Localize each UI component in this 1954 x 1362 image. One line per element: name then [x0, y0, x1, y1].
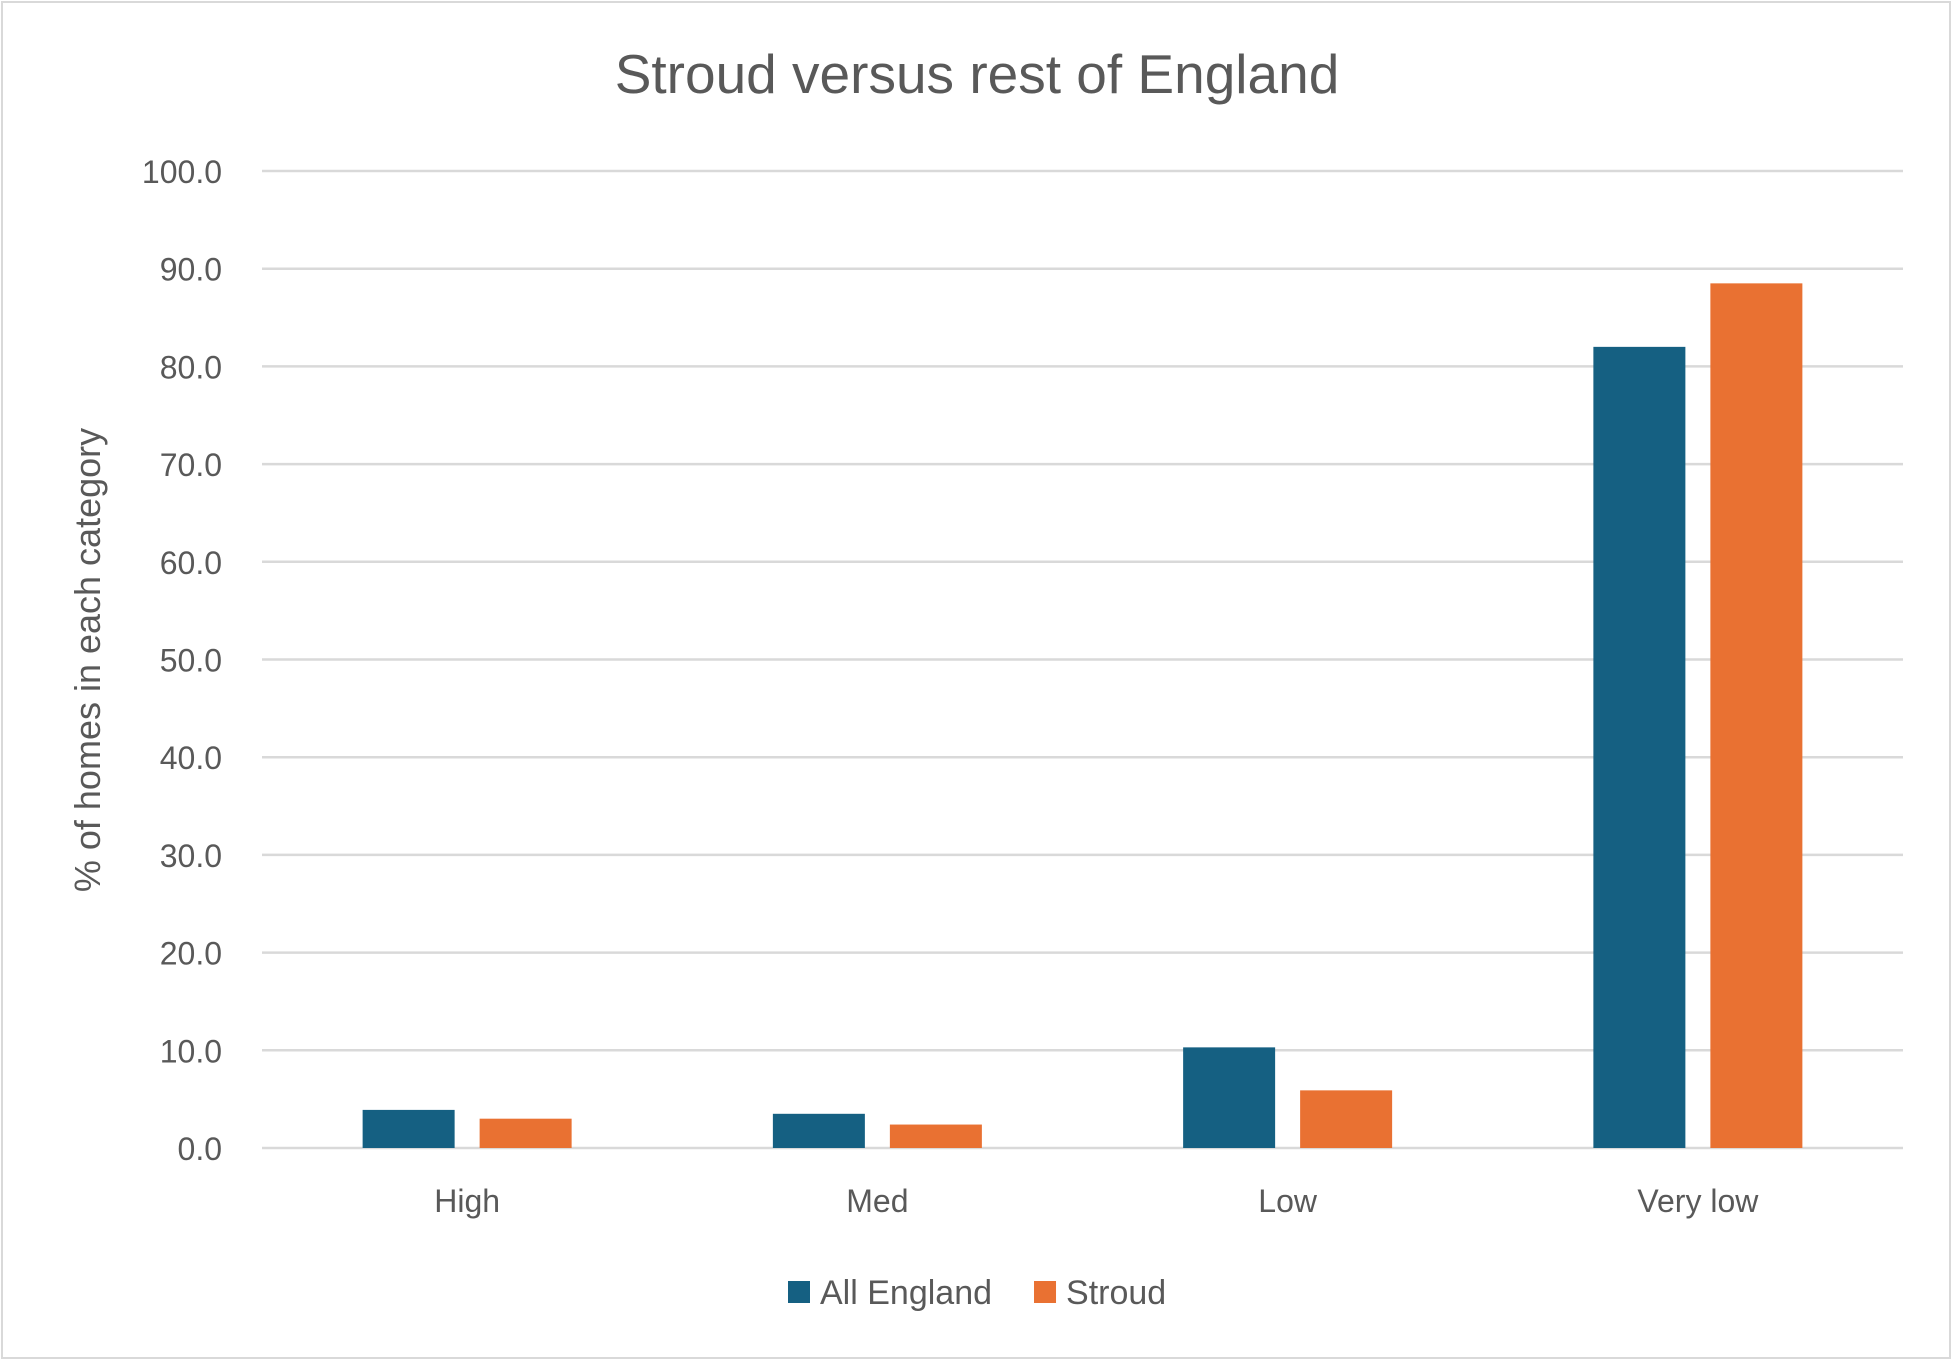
x-tick-label: Low: [1258, 1183, 1318, 1219]
legend-label: Stroud: [1066, 1274, 1166, 1312]
x-tick-label: High: [434, 1183, 500, 1219]
legend-label: All England: [820, 1274, 992, 1312]
y-tick-label: 30.0: [160, 838, 222, 874]
bar-all-england: [1593, 346, 1686, 1148]
y-tick-label: 100.0: [142, 154, 222, 190]
x-tick-label: Very low: [1637, 1183, 1759, 1219]
y-tick-label: 70.0: [160, 447, 222, 483]
y-tick-label: 20.0: [160, 936, 222, 972]
legend-swatch: [1034, 1281, 1057, 1303]
y-tick-label: 50.0: [160, 643, 222, 679]
bar-stroud: [1710, 283, 1803, 1149]
bar-all-england: [1183, 1047, 1276, 1148]
y-tick-label: 40.0: [160, 740, 222, 776]
bar-all-england: [772, 1113, 865, 1148]
y-tick-label: 60.0: [160, 545, 222, 581]
legend-swatch: [788, 1281, 810, 1303]
y-tick-label: 80.0: [160, 349, 222, 385]
chart-title: Stroud versus rest of England: [615, 43, 1340, 105]
y-tick-label: 90.0: [160, 252, 222, 288]
bar-stroud: [889, 1124, 982, 1148]
y-axis-label: % of homes in each category: [67, 428, 108, 892]
y-tick-label: 0.0: [178, 1131, 222, 1167]
y-tick-label: 10.0: [160, 1033, 222, 1069]
bar-stroud: [1300, 1090, 1393, 1148]
x-tick-label: Med: [846, 1183, 908, 1219]
bar-stroud: [479, 1118, 572, 1148]
bar-all-england: [362, 1109, 455, 1148]
